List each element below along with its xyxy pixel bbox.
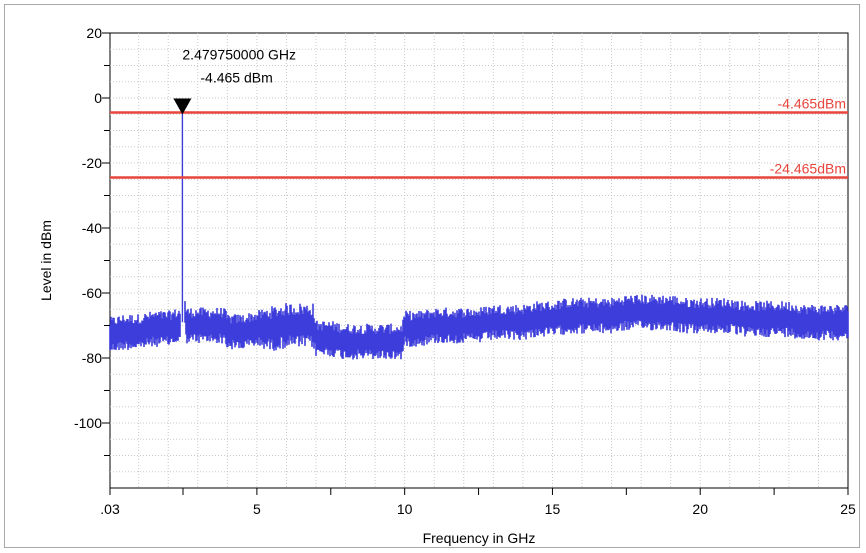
y-tick-label: -60 xyxy=(82,285,102,301)
axes: .03 5 10 15 20 25 20 0 -20 -40 -60 -80 -100 xyxy=(74,25,856,517)
y-tick-label: 0 xyxy=(94,90,102,106)
y-tick-label: -80 xyxy=(82,350,102,366)
y-tick-label: -20 xyxy=(82,155,102,171)
limit-label: -4.465dBm xyxy=(778,96,846,112)
peak-marker: 2.479750000 GHz -4.465 dBm xyxy=(173,47,296,115)
marker-level: -4.465 dBm xyxy=(200,70,272,86)
noise-band xyxy=(109,294,849,360)
marker-triangle-icon xyxy=(173,98,192,115)
x-axis-title: Frequency in GHz xyxy=(423,530,536,546)
y-tick-label: 20 xyxy=(86,25,102,41)
limit-lines: -4.465dBm -24.465dBm xyxy=(110,96,848,179)
grid-lines xyxy=(110,33,848,488)
x-tick-label: 25 xyxy=(840,501,856,517)
marker-frequency: 2.479750000 GHz xyxy=(182,47,296,63)
x-tick-label: 10 xyxy=(397,501,413,517)
y-tick-label: -40 xyxy=(82,220,102,236)
x-tick-label: 20 xyxy=(692,501,708,517)
x-tick-label: 15 xyxy=(545,501,561,517)
x-tick-label: 5 xyxy=(253,501,261,517)
limit-label: -24.465dBm xyxy=(770,161,846,177)
y-axis-title: Level in dBm xyxy=(38,220,54,301)
spectrum-trace xyxy=(109,112,849,360)
x-tick-label: .03 xyxy=(100,501,120,517)
y-tick-label: -100 xyxy=(74,415,102,431)
